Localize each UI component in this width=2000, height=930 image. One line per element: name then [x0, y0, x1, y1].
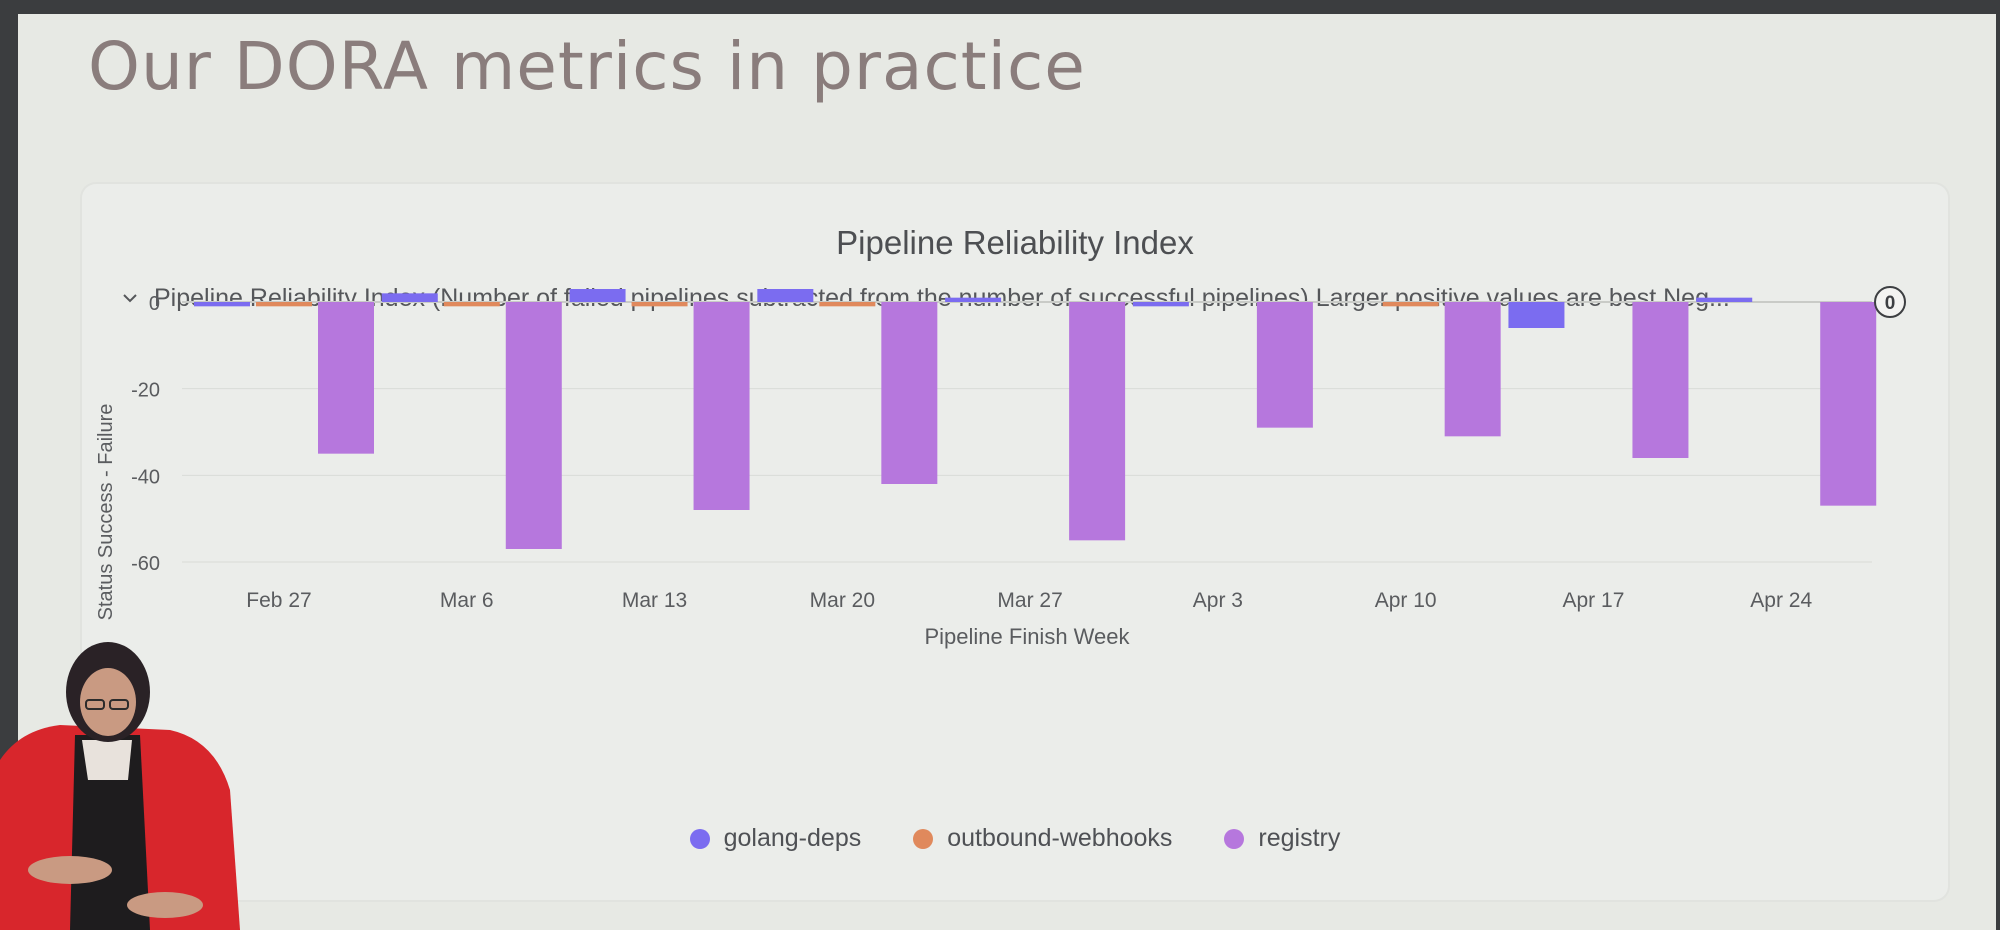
y-tick-label: -40 [131, 466, 160, 488]
y-tick-label: -20 [131, 380, 160, 402]
slide: Our DORA metrics in practice Pipeline Re… [18, 14, 1996, 930]
bar-registry [1444, 302, 1501, 437]
slide-title: Our DORA metrics in practice [88, 28, 1086, 105]
bar-outbound-webhooks [256, 302, 312, 307]
bar-golang-deps [569, 289, 626, 302]
bar-golang-deps [1508, 302, 1565, 328]
zero-line-marker [1874, 286, 1906, 318]
bar-chart: 0 -20 -40 -60 Status Success - Failure Feb 2… [95, 286, 1906, 649]
bar-golang-deps [945, 297, 1002, 302]
x-tick-label: Mar 6 [440, 589, 494, 612]
bar-golang-deps [757, 289, 814, 302]
chart-title: Pipeline Reliability Index [836, 224, 1194, 261]
bar-registry [1820, 302, 1877, 506]
bar-registry [1069, 302, 1126, 541]
bar-golang-deps [194, 302, 250, 307]
presenter-figure [0, 642, 240, 930]
bar-outbound-webhooks [443, 302, 500, 307]
y-tick-label: -60 [131, 553, 160, 575]
legend-dot [689, 828, 710, 849]
bar-golang-deps [1696, 297, 1753, 302]
x-tick-label: Feb 27 [246, 589, 311, 612]
x-tick-label: Mar 13 [622, 589, 687, 612]
y-tick-label: 0 [149, 293, 160, 315]
bar-registry [881, 302, 938, 484]
legend-label: outbound-webhooks [947, 824, 1173, 852]
bar-golang-deps [1132, 302, 1189, 307]
legend-dot [913, 828, 934, 849]
chart-legend: golang-deps outbound-webhooks registry [82, 824, 1948, 853]
legend-label: golang-deps [723, 824, 862, 852]
bar-registry [1256, 302, 1313, 428]
x-tick-label: Apr 17 [1563, 589, 1625, 612]
x-tick-label: Mar 27 [997, 589, 1062, 612]
x-tick-label: Apr 10 [1375, 589, 1437, 612]
zero-line-marker-label: 0 [1885, 293, 1896, 314]
x-axis-label: Pipeline Finish Week [924, 624, 1130, 649]
bar-outbound-webhooks [631, 302, 688, 307]
bar-registry [318, 302, 374, 454]
x-tick-label: Apr 3 [1193, 589, 1243, 612]
legend-item-registry[interactable]: registry [1224, 824, 1340, 853]
legend-dot [1224, 828, 1245, 849]
legend-label: registry [1258, 824, 1341, 852]
chart-panel: Pipeline Reliability Index Pipeline Reli… [82, 184, 1948, 900]
legend-item-outbound-webhooks[interactable]: outbound-webhooks [913, 824, 1172, 853]
bar-registry [1632, 302, 1689, 458]
x-tick-label: Apr 24 [1750, 589, 1812, 612]
bar-golang-deps [381, 293, 438, 302]
bar-outbound-webhooks [819, 302, 876, 307]
x-tick-label: Mar 20 [810, 589, 875, 612]
chevron-down-icon[interactable] [122, 284, 138, 313]
y-axis-label: Status Success - Failure [95, 404, 117, 621]
bar-registry [693, 302, 750, 510]
legend-item-golang-deps[interactable]: golang-deps [689, 824, 862, 853]
bar-registry [505, 302, 562, 549]
bar-outbound-webhooks [1382, 302, 1439, 307]
